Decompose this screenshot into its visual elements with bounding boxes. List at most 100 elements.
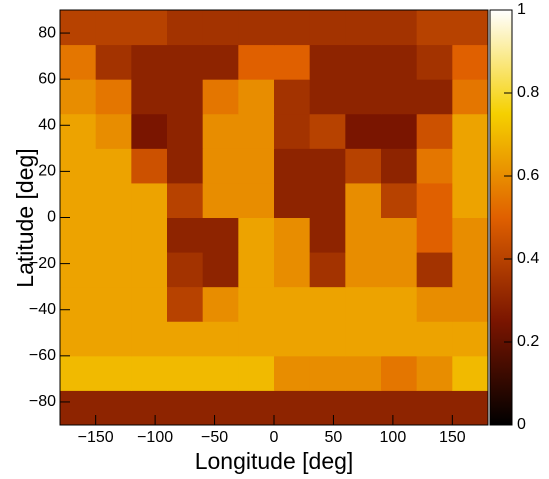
heat-cell [60,182,97,218]
heat-cell [95,79,132,115]
heat-cell [274,355,311,391]
heat-cell [238,113,275,149]
heat-cell [202,182,239,218]
heat-cell [309,10,346,46]
heat-cell [452,390,489,426]
heat-cell [416,390,453,426]
y-tick-label: −20 [29,255,56,272]
heat-cell [95,286,132,322]
heat-cell [452,217,489,253]
heat-cell [309,390,346,426]
heat-cell [452,286,489,322]
heat-cell [60,113,97,149]
heat-cell [345,182,382,218]
heat-cell [345,148,382,184]
heat-cell [202,79,239,115]
heat-cell [416,44,453,80]
heat-cell [381,286,418,322]
heat-cell [131,10,168,46]
heat-cell [95,44,132,80]
heat-cell [238,217,275,253]
heat-cell [167,148,204,184]
y-tick-label: 60 [38,70,56,87]
y-tick-label: 40 [38,116,56,133]
color-bar-label: 1 [517,1,526,18]
heat-cell [238,10,275,46]
heat-cell [345,113,382,149]
heat-cell [416,79,453,115]
heat-cell [345,79,382,115]
heat-cell [452,113,489,149]
heat-cell [238,286,275,322]
heat-cell [167,390,204,426]
heat-cell [238,252,275,288]
y-tick-label: −80 [29,393,56,410]
heat-cell [95,321,132,357]
heat-cell [202,252,239,288]
heat-cell [452,321,489,357]
heat-cell [274,79,311,115]
heat-cell [131,182,168,218]
heat-cell [131,217,168,253]
x-tick-label: 0 [270,429,279,446]
color-bar-label: 0.8 [517,84,539,101]
heat-cell [60,390,97,426]
heat-cell [309,286,346,322]
heat-cell [131,44,168,80]
heat-cell [202,217,239,253]
heat-cell [452,355,489,391]
heat-cell [202,113,239,149]
heat-cell [238,321,275,357]
heat-cell [238,148,275,184]
heat-cell [381,148,418,184]
heat-cell [381,355,418,391]
heat-cell [381,217,418,253]
heat-cell [95,217,132,253]
heat-cell [131,252,168,288]
color-bar-label: 0 [517,416,526,433]
heat-cell [167,182,204,218]
heat-cell [60,79,97,115]
heat-cell [416,321,453,357]
heat-cell [167,355,204,391]
heat-cell [238,182,275,218]
heat-cell [167,217,204,253]
heat-cell [416,182,453,218]
heat-cell [309,217,346,253]
heat-cell [95,113,132,149]
heat-cell [452,252,489,288]
heat-cell [202,44,239,80]
y-tick-label: 20 [38,163,56,180]
heat-cell [381,390,418,426]
heat-cell [309,79,346,115]
heat-cell [202,355,239,391]
x-tick-label: −50 [201,429,228,446]
heat-cell [381,79,418,115]
x-tick-label: −150 [78,429,114,446]
heat-cell [60,148,97,184]
heat-cell [131,113,168,149]
heat-cell [167,79,204,115]
heat-cell [167,321,204,357]
heat-cell [416,286,453,322]
heat-cell [131,355,168,391]
heat-cell [95,182,132,218]
heat-cell [309,113,346,149]
heat-cell [60,44,97,80]
heat-cell [274,217,311,253]
heat-cell [95,148,132,184]
color-bar [489,9,513,426]
heat-cell [167,113,204,149]
heat-cell [345,390,382,426]
heat-cell [95,355,132,391]
heat-cell [452,10,489,46]
heat-cell [131,148,168,184]
heat-cell [309,321,346,357]
heat-cell [202,286,239,322]
heat-cell [60,355,97,391]
heat-cell [452,44,489,80]
heat-cell [202,10,239,46]
heat-cell [95,252,132,288]
heat-cell [345,44,382,80]
heat-cell [274,252,311,288]
